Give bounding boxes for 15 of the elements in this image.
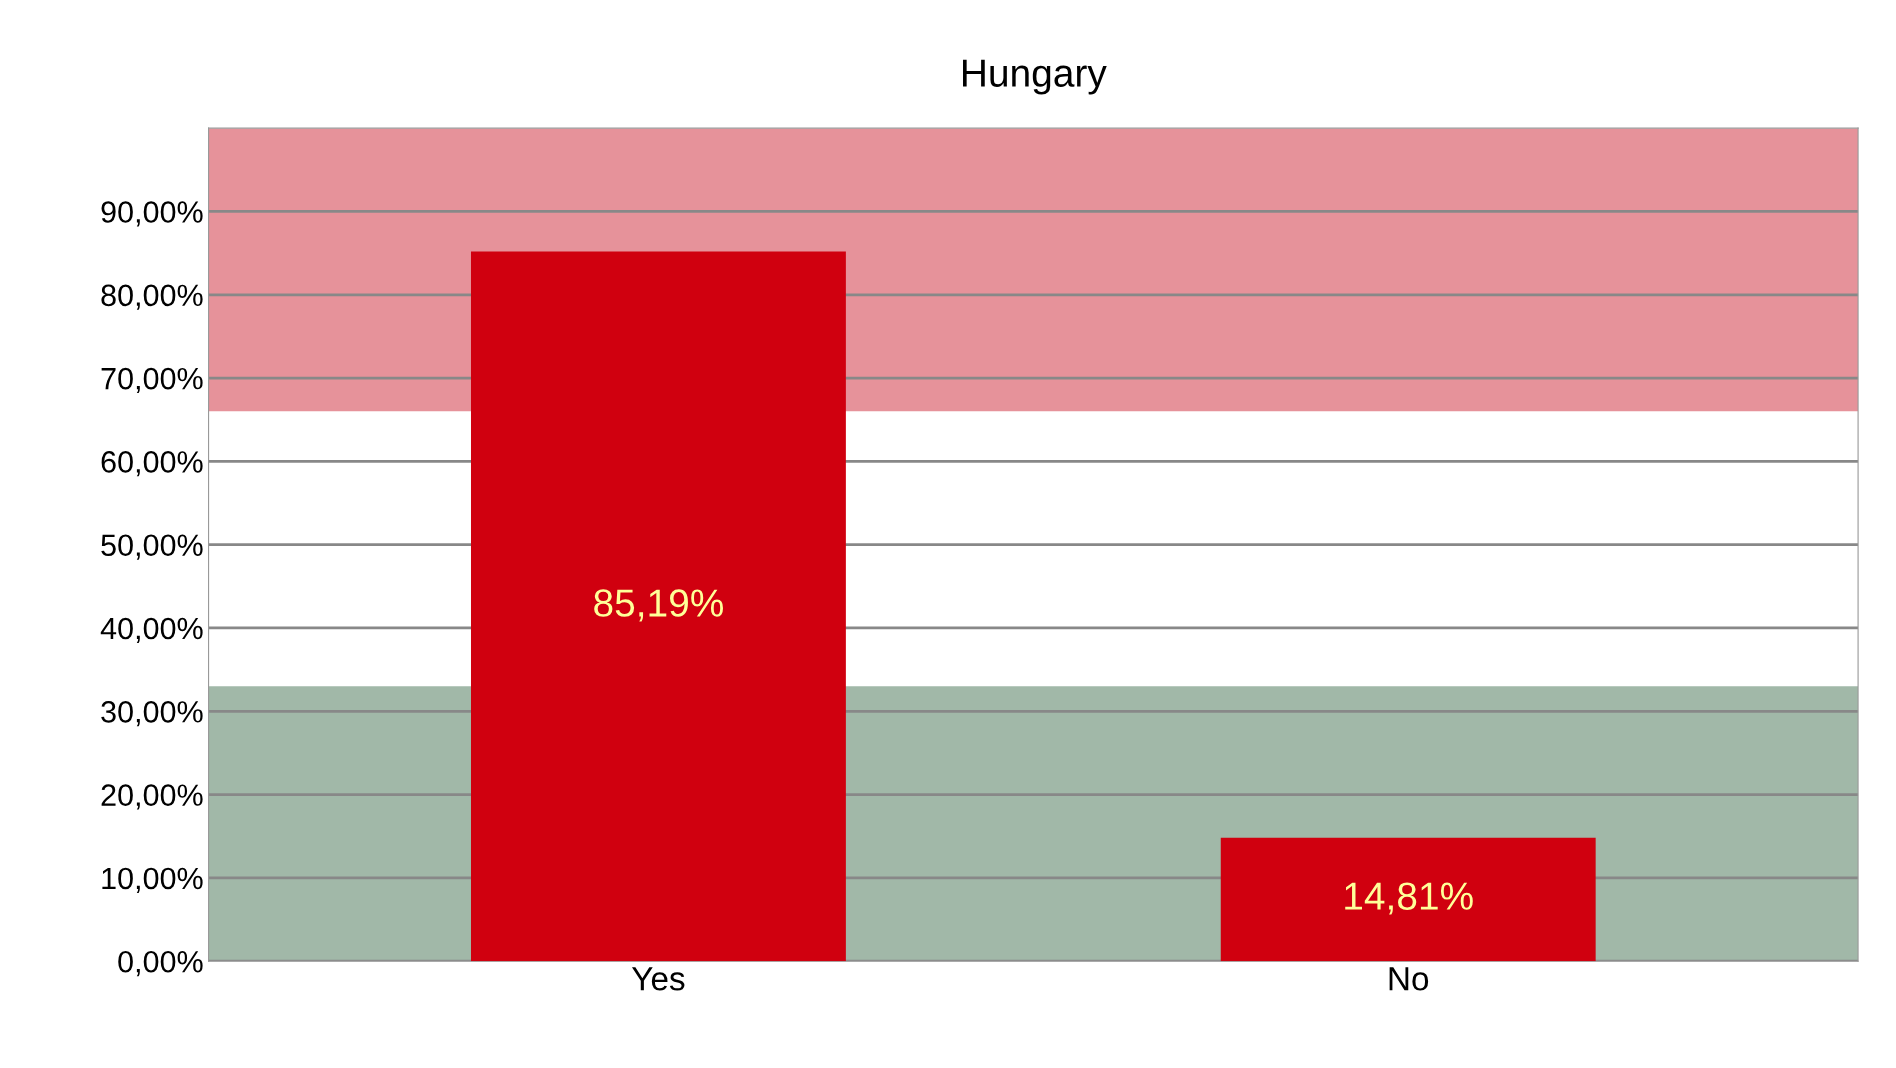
chart-title: Hungary	[963, 59, 1107, 95]
y-tick-label: 0,00%	[118, 950, 203, 977]
y-tick-label: 90,00%	[101, 201, 203, 227]
y-tick-label: 70,00%	[101, 367, 203, 394]
data-label: 14,81%	[1345, 882, 1473, 915]
x-tick-label: Yes	[631, 967, 685, 991]
data-label: 85,19%	[594, 589, 723, 622]
y-tick-label: 20,00%	[101, 784, 203, 810]
y-tick-label: 60,00%	[101, 451, 203, 477]
y-tick-label: 10,00%	[102, 867, 203, 893]
y-tick-label: 30,00%	[101, 701, 203, 727]
y-tick-label: 50,00%	[101, 534, 203, 560]
y-tick-label: 80,00%	[101, 284, 203, 310]
x-tick-label: No	[1389, 967, 1429, 991]
y-tick-label: 40,00%	[100, 617, 203, 643]
